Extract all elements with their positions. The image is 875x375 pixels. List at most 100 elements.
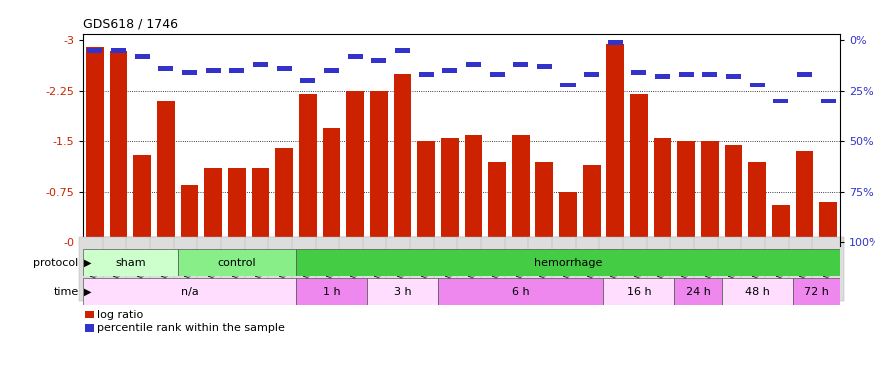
Bar bbox=[655, 75, 670, 79]
Text: 3 h: 3 h bbox=[394, 287, 411, 297]
Bar bbox=[793, 278, 840, 305]
Bar bbox=[276, 66, 291, 71]
Text: log ratio: log ratio bbox=[97, 310, 143, 320]
Bar bbox=[584, 72, 599, 77]
Text: percentile rank within the sample: percentile rank within the sample bbox=[97, 323, 284, 333]
Bar bbox=[299, 94, 317, 242]
Bar bbox=[630, 94, 648, 242]
Text: GSM16642: GSM16642 bbox=[161, 248, 171, 290]
Bar bbox=[206, 68, 220, 73]
Bar bbox=[606, 44, 624, 242]
Bar bbox=[441, 138, 458, 242]
Bar bbox=[178, 249, 296, 276]
Text: GDS618 / 1746: GDS618 / 1746 bbox=[83, 18, 178, 30]
Bar bbox=[252, 168, 270, 242]
Bar bbox=[675, 278, 722, 305]
Bar bbox=[300, 78, 315, 83]
Bar bbox=[324, 68, 339, 73]
Text: GSM16664: GSM16664 bbox=[752, 248, 762, 290]
Bar bbox=[438, 278, 604, 305]
Text: GSM16666: GSM16666 bbox=[776, 248, 786, 290]
Text: hemorrhage: hemorrhage bbox=[534, 258, 602, 268]
Text: 72 h: 72 h bbox=[804, 287, 829, 297]
Text: GSM16648: GSM16648 bbox=[374, 248, 383, 290]
Text: GSM16647: GSM16647 bbox=[351, 248, 360, 290]
Text: GSM16657: GSM16657 bbox=[587, 248, 596, 290]
Bar bbox=[536, 162, 553, 242]
Text: control: control bbox=[218, 258, 256, 268]
Bar bbox=[561, 82, 576, 87]
Bar bbox=[608, 40, 623, 45]
Text: GSM16656: GSM16656 bbox=[564, 248, 572, 290]
Text: GSM16660: GSM16660 bbox=[658, 248, 667, 290]
Bar bbox=[679, 72, 694, 77]
Bar bbox=[442, 68, 458, 73]
Bar bbox=[296, 278, 367, 305]
Bar bbox=[346, 91, 364, 242]
Bar bbox=[654, 138, 671, 242]
Bar bbox=[88, 48, 102, 53]
Bar bbox=[85, 310, 94, 318]
Text: GSM16646: GSM16646 bbox=[327, 248, 336, 290]
Bar bbox=[774, 99, 788, 104]
Bar bbox=[85, 324, 94, 332]
Text: GSM16650: GSM16650 bbox=[422, 248, 430, 290]
Bar bbox=[583, 165, 600, 242]
Text: time: time bbox=[53, 287, 79, 297]
Bar bbox=[367, 278, 438, 305]
Text: GSM16652: GSM16652 bbox=[469, 248, 478, 290]
Text: GSM16655: GSM16655 bbox=[540, 248, 549, 290]
Bar bbox=[371, 58, 387, 63]
Bar bbox=[536, 64, 552, 69]
Bar bbox=[677, 141, 695, 242]
Text: protocol: protocol bbox=[33, 258, 79, 268]
Bar bbox=[604, 278, 675, 305]
Bar bbox=[135, 54, 150, 59]
Bar bbox=[133, 155, 151, 242]
Bar bbox=[296, 249, 840, 276]
Text: GSM16654: GSM16654 bbox=[516, 248, 525, 290]
Bar bbox=[182, 70, 197, 75]
Bar bbox=[701, 141, 718, 242]
Text: GSM16645: GSM16645 bbox=[304, 248, 312, 290]
Bar bbox=[158, 66, 173, 71]
Text: GSM16668: GSM16668 bbox=[823, 248, 833, 290]
Text: GSM16641: GSM16641 bbox=[137, 248, 147, 290]
Bar bbox=[83, 278, 296, 305]
Text: GSM16667: GSM16667 bbox=[800, 248, 809, 290]
Text: GSM16636: GSM16636 bbox=[90, 248, 100, 290]
Text: GSM16661: GSM16661 bbox=[682, 248, 690, 290]
Text: sham: sham bbox=[116, 258, 146, 268]
Text: GSM16662: GSM16662 bbox=[705, 248, 714, 290]
Bar bbox=[394, 74, 411, 242]
Text: GSM16640: GSM16640 bbox=[114, 248, 123, 290]
Text: n/a: n/a bbox=[180, 287, 199, 297]
Text: GSM16643: GSM16643 bbox=[185, 248, 194, 290]
Text: GSM16644: GSM16644 bbox=[209, 248, 218, 290]
Bar bbox=[559, 192, 577, 242]
Bar bbox=[111, 48, 126, 53]
Bar bbox=[513, 62, 528, 67]
Bar bbox=[632, 70, 647, 75]
Bar bbox=[772, 205, 790, 242]
Bar bbox=[228, 168, 246, 242]
Bar bbox=[205, 168, 222, 242]
Bar bbox=[347, 54, 362, 59]
Bar bbox=[276, 148, 293, 242]
Text: GSM16638: GSM16638 bbox=[256, 248, 265, 290]
Bar bbox=[750, 82, 765, 87]
Text: 1 h: 1 h bbox=[323, 287, 340, 297]
Text: GSM16639: GSM16639 bbox=[280, 248, 289, 290]
Text: GSM16653: GSM16653 bbox=[493, 248, 501, 290]
Text: GSM16651: GSM16651 bbox=[445, 248, 454, 290]
Bar bbox=[253, 62, 268, 67]
Bar bbox=[797, 72, 812, 77]
Bar bbox=[418, 72, 434, 77]
Text: GSM16637: GSM16637 bbox=[233, 248, 242, 290]
Text: 24 h: 24 h bbox=[686, 287, 710, 297]
Bar bbox=[726, 75, 741, 79]
Text: GSM16663: GSM16663 bbox=[729, 248, 738, 290]
Bar bbox=[722, 278, 793, 305]
Text: ▶: ▶ bbox=[84, 287, 92, 297]
Bar bbox=[181, 185, 199, 242]
